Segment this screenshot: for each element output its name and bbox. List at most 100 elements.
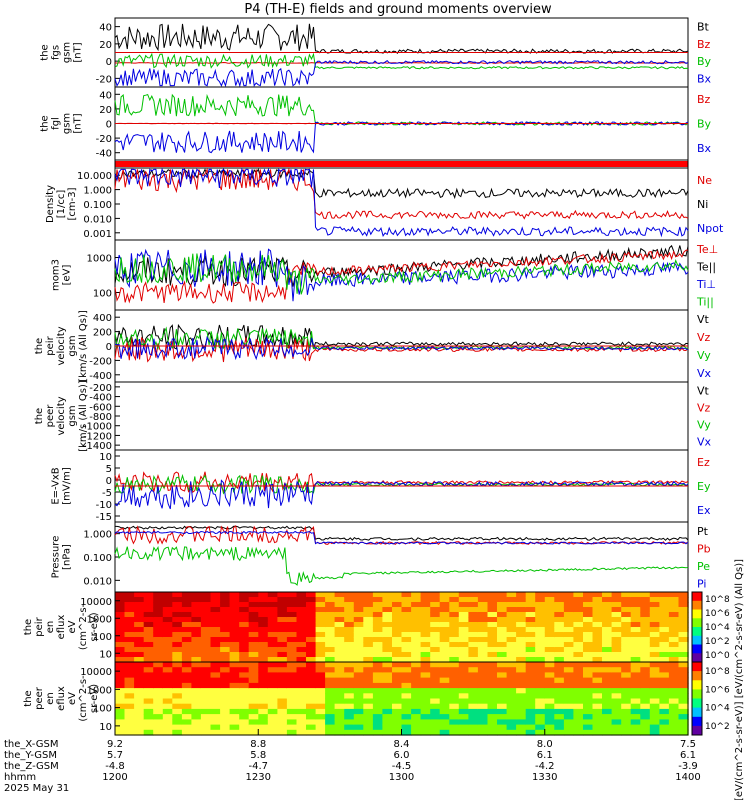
spectrogram-cell bbox=[497, 637, 508, 643]
y-tick-label: 200 bbox=[93, 328, 112, 339]
y-tick-label: 40 bbox=[99, 90, 112, 101]
spectrogram-cell bbox=[315, 714, 326, 720]
spectrogram-cell bbox=[181, 662, 193, 668]
spectrogram-cell bbox=[181, 617, 193, 623]
spectrogram-cell bbox=[525, 688, 536, 694]
spectrogram-cell bbox=[583, 622, 594, 628]
spectrogram-cell bbox=[229, 682, 240, 689]
spectrogram-cell bbox=[668, 693, 680, 700]
spectrogram-cell bbox=[334, 642, 345, 648]
spectrogram-cell bbox=[296, 662, 307, 668]
spectrogram-cell bbox=[325, 719, 336, 726]
spectrogram-cell bbox=[477, 607, 489, 613]
spectrogram-cell bbox=[353, 632, 364, 638]
x-row-label: hhmm bbox=[4, 772, 36, 783]
y-axis-label: [nPa] bbox=[62, 544, 73, 570]
spectrogram-cell bbox=[506, 719, 517, 726]
spectrogram-cell bbox=[277, 682, 288, 689]
spectrogram-cell bbox=[430, 677, 441, 684]
spectrogram-cell bbox=[592, 682, 603, 689]
spectrogram-cell bbox=[497, 657, 508, 663]
spectrogram-cell bbox=[286, 724, 298, 731]
spectrogram-cell bbox=[621, 672, 632, 679]
spectrogram-cell bbox=[583, 617, 594, 623]
spectrogram-cell bbox=[382, 617, 393, 623]
spectrogram-cell bbox=[611, 627, 622, 633]
spectrogram-cell bbox=[200, 667, 212, 673]
spectrogram-cell bbox=[210, 597, 221, 603]
spectrogram-cell bbox=[640, 729, 651, 736]
spectrogram-cell bbox=[315, 657, 326, 663]
y-axis-label: [cm-3] bbox=[67, 187, 78, 220]
spectrogram-cell bbox=[229, 597, 240, 603]
spectrogram-cell bbox=[372, 729, 384, 736]
spectrogram-cell bbox=[344, 657, 355, 663]
legend-item: Bt bbox=[697, 21, 710, 34]
spectrogram-cell bbox=[325, 677, 336, 684]
spectrogram-cell bbox=[525, 719, 536, 726]
y-tick-label: 400 bbox=[93, 313, 112, 324]
spectrogram-cell bbox=[678, 708, 689, 715]
spectrogram-cell bbox=[134, 693, 145, 700]
spectrogram-cell bbox=[258, 714, 269, 720]
spectrogram-cell bbox=[563, 657, 575, 663]
spectrogram-cell bbox=[678, 632, 689, 638]
spectrogram-cell bbox=[649, 729, 660, 736]
colorbar-tick: 10^6 bbox=[705, 609, 730, 619]
spectrogram-cell bbox=[392, 677, 403, 684]
spectrogram-cell bbox=[468, 688, 479, 694]
spectrogram-cell bbox=[172, 607, 183, 613]
spectrogram-cell bbox=[506, 672, 517, 679]
series-line-3 bbox=[114, 60, 689, 88]
spectrogram-cell bbox=[248, 672, 259, 679]
spectrogram-cell bbox=[516, 698, 527, 705]
spectrogram-cell bbox=[659, 708, 670, 715]
spectrogram-cell bbox=[134, 688, 145, 694]
spectrogram-cell bbox=[439, 719, 450, 726]
spectrogram-cell bbox=[487, 592, 498, 598]
spectrogram-cell bbox=[544, 617, 555, 623]
spectrogram-cell bbox=[659, 602, 670, 608]
spectrogram-cell bbox=[659, 703, 670, 710]
series-line-1 bbox=[114, 167, 689, 220]
spectrogram-cell bbox=[220, 719, 231, 726]
spectrogram-cell bbox=[306, 592, 317, 598]
spectrogram-cell bbox=[563, 682, 575, 689]
spectrogram-cell bbox=[115, 672, 126, 679]
spectrogram-cell bbox=[181, 708, 193, 715]
spectrogram-cell bbox=[315, 677, 326, 684]
spectrogram-cell bbox=[325, 637, 336, 643]
spectrogram-cell bbox=[115, 612, 126, 618]
spectrogram-cell bbox=[411, 612, 422, 618]
spectrogram-cell bbox=[334, 607, 345, 613]
spectrogram-cell bbox=[621, 688, 632, 694]
y-axis-label: the bbox=[40, 44, 51, 60]
spectrogram-cell bbox=[153, 724, 164, 731]
spectrogram-cell bbox=[573, 622, 584, 628]
y-tick-label: 1000 bbox=[87, 685, 112, 696]
spectrogram-cell bbox=[344, 703, 355, 710]
spectrogram-cell bbox=[382, 714, 393, 720]
y-axis-label: [nT] bbox=[73, 42, 84, 62]
spectrogram-cell bbox=[115, 682, 126, 689]
spectrogram-cell bbox=[640, 667, 651, 673]
spectrogram-cell bbox=[640, 652, 651, 658]
spectrogram-cell bbox=[239, 662, 250, 668]
y-axis-label: velocity bbox=[56, 396, 67, 435]
y-axis-label: sr-eV) bbox=[89, 612, 100, 641]
spectrogram-cell bbox=[344, 682, 355, 689]
spectrogram-cell bbox=[143, 617, 154, 623]
y-axis-label: gsm bbox=[67, 335, 78, 356]
y-axis-label: the bbox=[34, 408, 45, 424]
spectrogram-cell bbox=[649, 597, 660, 603]
spectrogram-cell bbox=[554, 729, 565, 736]
spectrogram-cell bbox=[239, 667, 250, 673]
spectrogram-cell bbox=[640, 617, 651, 623]
spectrogram-cell bbox=[611, 662, 622, 668]
spectrogram-cell bbox=[506, 693, 517, 700]
y-axis-label: mom3 bbox=[51, 259, 62, 291]
legend-item: Ni bbox=[697, 198, 708, 211]
y-tick-label: 0 bbox=[106, 57, 112, 68]
spectrogram-cell bbox=[583, 724, 594, 731]
spectrogram-cell bbox=[659, 662, 670, 668]
